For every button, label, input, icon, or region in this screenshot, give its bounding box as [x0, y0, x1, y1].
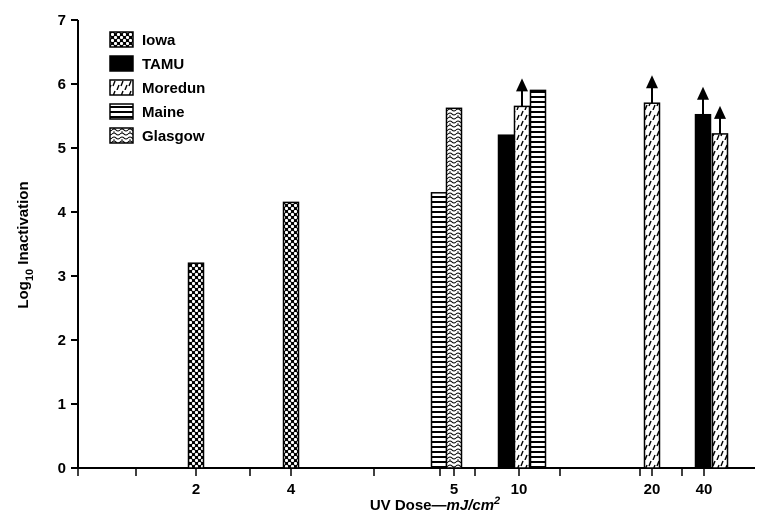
y-axis-title-post: Inactivation	[15, 181, 32, 269]
bar-maine-5	[430, 192, 448, 469]
bar-moredun-10	[513, 105, 531, 469]
legend-label-moredun: Moredun	[142, 80, 205, 97]
legend-swatch-glasgow	[109, 127, 134, 144]
y-tick-label: 6	[58, 76, 66, 93]
arrow-head-icon	[646, 75, 658, 89]
x-tick-label: 10	[511, 481, 528, 498]
y-tick-label: 7	[58, 12, 66, 29]
y-axis-title: Log10 Inactivation	[15, 181, 36, 308]
legend-label-iowa: Iowa	[142, 32, 176, 49]
x-axis-title-unit: mJ/cm	[447, 497, 495, 514]
bar-iowa-4	[282, 201, 300, 469]
bar-moredun-20	[643, 102, 661, 469]
y-tick-label: 2	[58, 332, 66, 349]
x-tick-label: 20	[644, 481, 661, 498]
y-tick-label: 5	[58, 140, 66, 157]
legend: Iowa TAMU Moredun Maine Glasgow	[109, 31, 205, 145]
legend-swatch-moredun	[109, 79, 134, 96]
bar-tamu-40	[694, 113, 712, 469]
y-tick-label: 3	[58, 268, 66, 285]
bars	[187, 89, 729, 469]
arrow-head-icon	[714, 105, 726, 119]
y-ticks: 0 1 2 3 4 5 6 7	[58, 12, 78, 477]
y-axis-title-pre: Log	[15, 281, 32, 309]
bar-glasgow-5	[445, 107, 463, 469]
bar-moredun-40	[711, 133, 729, 469]
x-axis-title-main: UV Dose—	[370, 497, 447, 514]
legend-label-tamu: TAMU	[142, 56, 184, 73]
x-tick-label: 40	[696, 481, 713, 498]
y-axis-title-sub: 10	[24, 269, 36, 281]
y-tick-label: 4	[58, 204, 67, 221]
arrows	[516, 75, 726, 134]
y-tick-label: 0	[58, 460, 66, 477]
x-axis-title: UV Dose—mJ/cm2	[370, 495, 500, 514]
y-tick-label: 1	[58, 396, 66, 413]
x-ticks: 2 4 5 10 20 40	[77, 468, 713, 498]
legend-swatch-maine	[109, 103, 134, 120]
x-tick-label: 2	[192, 481, 200, 498]
legend-label-glasgow: Glasgow	[142, 128, 205, 145]
legend-swatch-iowa	[109, 31, 134, 48]
bar-maine-10	[529, 89, 547, 469]
x-axis-title-unit-sup: 2	[493, 495, 500, 507]
x-tick-label: 5	[450, 481, 458, 498]
bar-tamu-10	[497, 134, 515, 469]
legend-swatch-tamu	[109, 55, 134, 72]
bar-iowa-2	[187, 262, 205, 469]
x-tick-label: 4	[287, 481, 296, 498]
arrow-head-icon	[697, 86, 709, 100]
arrow-head-icon	[516, 78, 528, 92]
legend-label-maine: Maine	[142, 104, 185, 121]
